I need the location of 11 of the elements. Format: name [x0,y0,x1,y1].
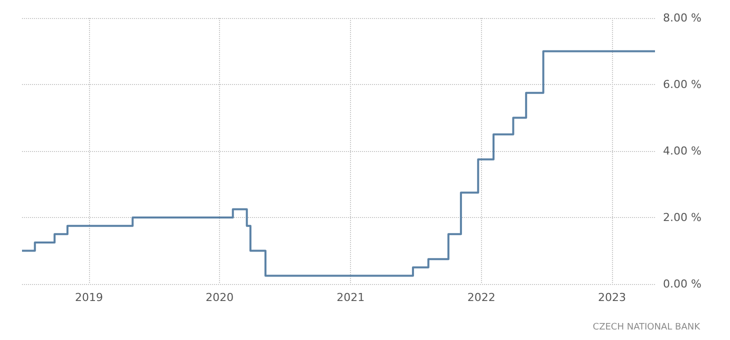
y-tick-label: 8.00 % [663,12,702,24]
y-tick-label: 6.00 % [663,78,702,91]
y-tick-label: 4.00 % [663,144,702,158]
x-tick-label: 2021 [336,291,365,304]
x-tick-label: 2020 [206,291,234,304]
x-tick-label: 2019 [74,291,103,304]
x-tick-label: 2023 [598,291,626,304]
y-tick-label: 2.00 % [663,211,702,224]
x-tick-label: 2022 [467,291,496,304]
text: CZECH NATIONAL BANK [592,322,702,332]
y-tick-label: 0.00 % [663,278,702,290]
